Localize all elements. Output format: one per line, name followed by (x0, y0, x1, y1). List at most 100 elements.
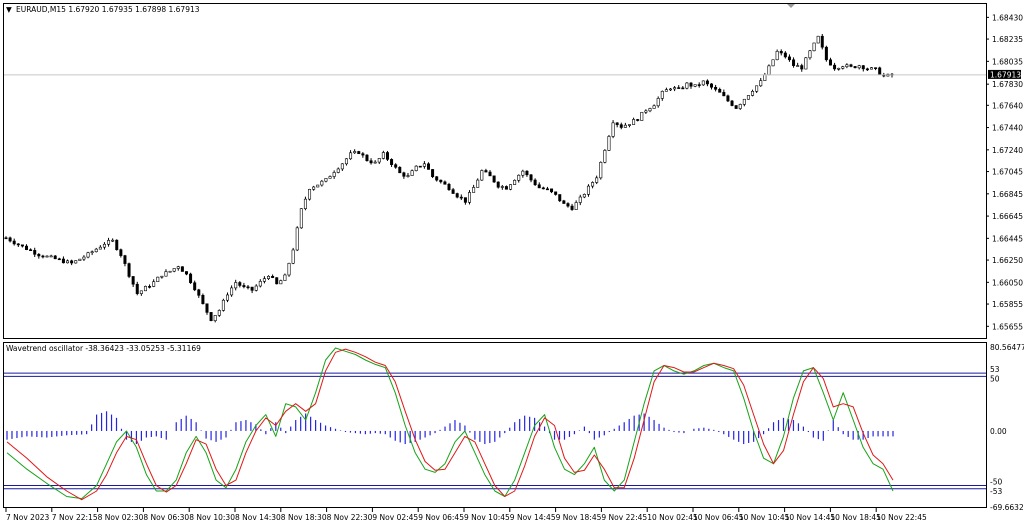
time-tick-label: 9 Nov 02:45 (372, 513, 418, 522)
candle-body (792, 59, 796, 66)
candle-body (390, 159, 394, 165)
candle-body (250, 286, 254, 291)
wt1-line (6, 347, 894, 500)
candle-body (718, 89, 722, 93)
time-tick-label: 10 Nov 22:45 (876, 513, 927, 522)
candle-body (221, 299, 225, 311)
candle-body (582, 194, 586, 198)
candle-body (468, 192, 472, 203)
candle-body (566, 203, 570, 207)
candle-body (394, 164, 398, 168)
candle-body (681, 87, 685, 90)
candle-body (385, 152, 389, 160)
candle-body (86, 252, 90, 258)
candle-body (685, 82, 689, 89)
candle-body (303, 198, 307, 209)
chart-shift-marker[interactable] (787, 4, 795, 8)
symbol-info-line: EURAUD,M15 1.67920 1.67935 1.67898 1.679… (16, 5, 200, 14)
candle-body (53, 255, 57, 260)
candle-body (591, 182, 595, 187)
candle-body (426, 163, 430, 170)
price-tick-label: 1.67440 (992, 124, 1023, 133)
candle-body (492, 175, 496, 183)
candle-body (131, 276, 135, 285)
candle-body (763, 74, 767, 81)
candle-body (632, 119, 636, 125)
candle-body (451, 189, 455, 194)
candle-body (857, 65, 861, 69)
candle-body (287, 262, 291, 276)
candle-body (517, 174, 521, 181)
candle-body (463, 197, 467, 203)
candle-body (324, 178, 328, 182)
candle-body (8, 237, 12, 242)
candle-body (554, 191, 558, 195)
candle-body (455, 193, 459, 198)
candle-body (78, 258, 82, 261)
candle-body (94, 248, 98, 253)
candle-body (184, 271, 188, 275)
symbol-dropdown-icon[interactable]: ▼ (6, 5, 12, 14)
candle-body (521, 170, 525, 176)
candle-body (751, 91, 755, 96)
candle-body (607, 136, 611, 151)
time-x-axis: 7 Nov 2023 7 Nov 22:15 8 Nov 02:30 8 Nov 06… (5, 508, 927, 522)
candle-body (746, 95, 750, 100)
candle-body (271, 275, 275, 278)
candle-body (299, 208, 303, 229)
candle-body (697, 84, 701, 86)
oscillator-bottom-label: -69.66324 (990, 503, 1024, 512)
candle-body (279, 280, 283, 285)
candle-body (644, 110, 648, 113)
candle-body (841, 66, 845, 69)
candle-body (242, 285, 246, 288)
time-tick-label: 8 Nov 18:30 (281, 513, 327, 522)
price-tick-label: 1.66445 (992, 234, 1023, 243)
candle-body (312, 186, 316, 190)
candle-body (406, 175, 410, 177)
candle-body (869, 67, 873, 70)
price-tick-label: 1.67830 (992, 80, 1023, 89)
candle-body (135, 283, 139, 294)
candle-body (570, 205, 574, 210)
time-tick-label: 9 Nov 10:45 (464, 513, 510, 522)
time-tick-label: 9 Nov 14:45 (510, 513, 556, 522)
candle-body (369, 160, 373, 164)
candle-body (710, 83, 714, 88)
main-chart-frame (3, 3, 987, 339)
time-tick-label: 8 Nov 22:30 (327, 513, 373, 522)
candle-body (734, 105, 738, 109)
candle-body (808, 50, 812, 59)
candle-body (262, 278, 266, 282)
candle-body (115, 239, 119, 250)
time-tick-label: 8 Nov 02:30 (98, 513, 144, 522)
candle-body (800, 65, 804, 70)
candle-body (12, 240, 16, 245)
candle-body (156, 276, 160, 283)
candle-body (213, 315, 217, 321)
candle-body (119, 249, 123, 256)
candle-body (865, 68, 869, 71)
candle-body (771, 59, 775, 67)
candle-body (422, 163, 426, 167)
candle-body (689, 82, 693, 87)
price-tick-label: 1.66250 (992, 256, 1023, 265)
candle-body (648, 108, 652, 112)
candle-body (193, 282, 197, 291)
candle-body (70, 260, 74, 264)
candle-body (197, 289, 201, 296)
oscillator-level-label: -50 (990, 478, 1002, 487)
candle-body (230, 287, 234, 296)
candle-body (98, 246, 102, 250)
time-tick-label: 9 Nov 22:45 (601, 513, 647, 522)
price-tick-label: 1.67045 (992, 168, 1023, 177)
time-tick-label: 10 Nov 02:45 (647, 513, 698, 522)
candle-body (176, 266, 180, 269)
price-tick-label: 1.68430 (992, 13, 1023, 22)
candle-body (636, 119, 640, 121)
candle-body (705, 80, 709, 85)
candle-body (578, 196, 582, 203)
candle-body (833, 64, 837, 70)
